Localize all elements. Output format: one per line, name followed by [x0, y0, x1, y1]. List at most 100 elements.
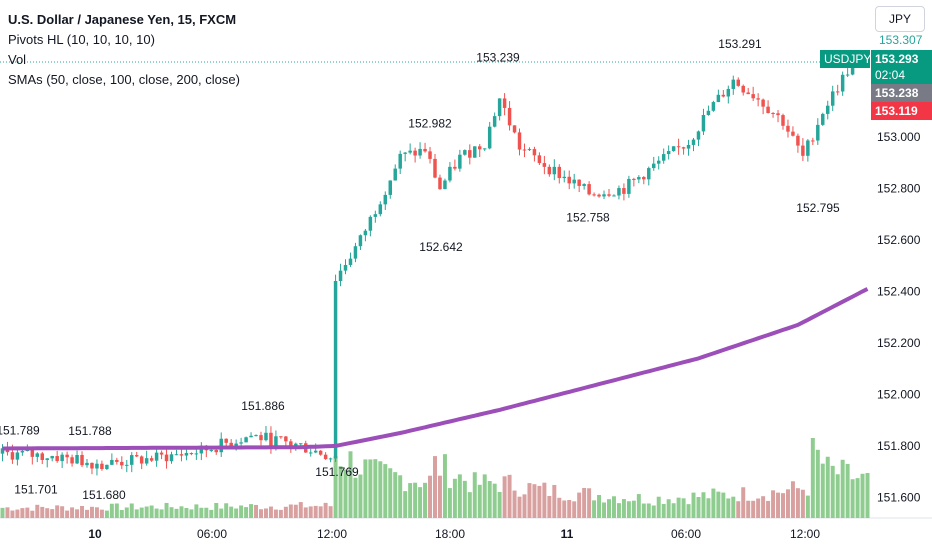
- volume-bar: [611, 496, 616, 518]
- volume-bar: [15, 509, 20, 518]
- volume-bar: [621, 499, 626, 518]
- volume-bar: [512, 490, 517, 518]
- candle-body: [20, 451, 25, 453]
- volume-bar: [393, 472, 398, 518]
- candle-body: [30, 450, 35, 457]
- pivot-label: 151.680: [82, 488, 126, 502]
- time-tick-label: 06:00: [197, 527, 227, 541]
- candle-body: [726, 88, 731, 97]
- candle-body: [468, 150, 472, 158]
- volume-bar: [582, 487, 587, 518]
- time-axis[interactable]: 10 06:00 12:00 18:00 11 06:00 12:00: [88, 527, 820, 541]
- candle-body: [557, 166, 562, 179]
- volume-bar: [273, 509, 278, 518]
- candle-body: [274, 436, 278, 447]
- pivot-label: 152.982: [408, 117, 452, 131]
- volume-bar: [169, 507, 174, 518]
- volume-bar: [815, 449, 820, 518]
- volume-bar: [766, 500, 771, 518]
- candle-body: [612, 195, 616, 197]
- volume-bar: [263, 508, 268, 518]
- time-tick-label: 12:00: [790, 527, 820, 541]
- volume-bar: [278, 509, 283, 518]
- candle-body: [602, 194, 606, 197]
- candle-body: [776, 113, 780, 116]
- candle-body: [80, 455, 84, 466]
- volume-bar: [234, 508, 239, 518]
- candle-body: [179, 454, 184, 456]
- volume-bar: [348, 451, 353, 518]
- candle-body: [383, 194, 388, 205]
- candle-body: [572, 179, 576, 184]
- time-tick-label: 10: [88, 527, 102, 541]
- volume-bar: [199, 507, 204, 518]
- candle-body: [388, 180, 392, 195]
- volume-bar: [830, 465, 835, 518]
- volume-bar: [249, 504, 254, 518]
- candle-body: [811, 140, 815, 142]
- candle-body: [826, 105, 830, 114]
- candle-body: [830, 91, 835, 106]
- volume-bar: [403, 491, 408, 518]
- volume-bar: [502, 476, 507, 518]
- volume-bar: [527, 483, 532, 518]
- candle-body: [408, 150, 412, 153]
- volume-bar: [209, 509, 214, 518]
- volume-bar: [552, 484, 557, 518]
- volume-bar: [219, 508, 224, 518]
- candle-body: [840, 74, 845, 92]
- candle-body: [343, 264, 348, 271]
- candle-body: [154, 452, 159, 461]
- volume-bar: [731, 496, 736, 518]
- volume-bar: [303, 507, 308, 518]
- candle-body: [771, 112, 775, 114]
- candle-body: [219, 438, 223, 453]
- volume-bar: [592, 500, 597, 518]
- candle-body: [821, 113, 825, 125]
- volume-bar: [557, 497, 562, 518]
- candle-body: [229, 442, 233, 447]
- volume-bar: [696, 496, 701, 518]
- candle-body: [706, 110, 711, 115]
- pivots-indicator-label[interactable]: Pivots HL (10, 10, 10, 10): [8, 32, 155, 47]
- candle-body: [482, 148, 487, 150]
- candle-body: [592, 194, 596, 196]
- volume-bar: [383, 464, 388, 518]
- candle-body: [338, 270, 343, 281]
- candle-body: [254, 435, 258, 437]
- candle-body: [617, 188, 621, 196]
- volume-bar: [40, 506, 45, 518]
- volume-bar: [149, 505, 154, 518]
- volume-bar: [810, 438, 815, 518]
- candle-body: [60, 454, 64, 462]
- symbol-title[interactable]: U.S. Dollar / Japanese Yen, 15, FXCM: [8, 12, 237, 27]
- volume-bar: [288, 504, 293, 518]
- volume-bar: [651, 505, 656, 518]
- volume-bar: [701, 492, 706, 518]
- candle-body: [502, 98, 507, 108]
- volume-bar: [587, 488, 592, 518]
- currency-button[interactable]: JPY: [875, 6, 925, 32]
- volume-bar: [726, 498, 731, 518]
- sma-indicator-label[interactable]: SMAs (50, close, 100, close, 200, close): [8, 72, 240, 87]
- volume-bar: [80, 506, 85, 518]
- volume-bar: [388, 468, 393, 518]
- candle-body: [473, 146, 477, 158]
- symbol-tag[interactable]: USDJPY: [820, 50, 871, 68]
- candle-body: [845, 74, 850, 76]
- volume-bar: [497, 491, 502, 518]
- price-axis[interactable]: 153.000 152.800 152.600 152.400 152.200 152.0…: [877, 130, 921, 504]
- volume-bar: [378, 461, 383, 518]
- candle-body: [189, 453, 194, 455]
- volume-bar: [318, 506, 323, 518]
- volume-bar: [517, 496, 522, 518]
- candle-body: [478, 146, 482, 150]
- volume-indicator-label[interactable]: Vol: [8, 52, 27, 67]
- candle-body: [194, 453, 199, 455]
- volume-bar: [686, 504, 691, 518]
- volume-bar: [616, 503, 621, 518]
- volume-bar: [224, 503, 229, 518]
- volume-bar: [139, 507, 144, 518]
- candle-body: [438, 177, 442, 190]
